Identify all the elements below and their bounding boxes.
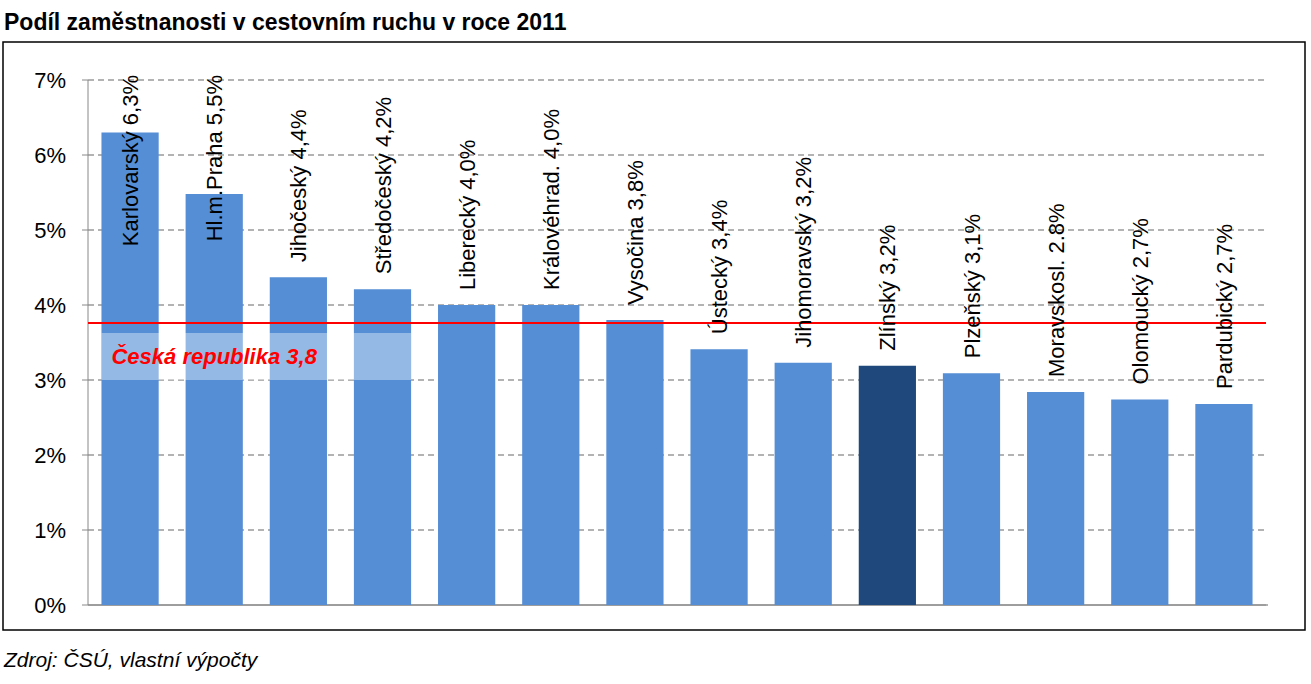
tick-label: 5%	[34, 218, 66, 243]
category-label: Ústecký	[707, 256, 732, 334]
value-label: 3,2%	[875, 225, 900, 281]
data-label: Karlovarský 6,3%	[118, 75, 143, 246]
tick-label: 7%	[34, 68, 66, 93]
tick-label: 6%	[34, 143, 66, 168]
bar	[606, 320, 663, 605]
category-label: Jihomoravský	[791, 213, 816, 347]
bars	[101, 133, 1252, 606]
grid-line	[88, 304, 1268, 305]
data-label: Středočeský 4,2%	[371, 97, 396, 274]
data-label: Královéhrad. 4,0%	[539, 109, 564, 290]
category-label: Hl.m.Praha	[202, 131, 227, 242]
category-label: Plzeňský	[960, 270, 985, 358]
title: Podíl zaměstnanosti v cestovním ruchu v …	[4, 9, 567, 35]
category-label: Jihočeský	[286, 166, 311, 263]
data-label: Jihočeský 4,4%	[286, 109, 311, 262]
grid-line	[88, 229, 1268, 230]
tick-mark	[82, 155, 88, 156]
reference-line	[88, 322, 1266, 324]
grid-line	[88, 79, 1268, 80]
value-label: 6,3%	[118, 75, 143, 131]
x-axis-line	[88, 605, 1266, 606]
tick-mark	[82, 530, 88, 531]
grid-line	[88, 529, 1268, 530]
value-label: 2.8%	[1044, 203, 1069, 259]
category-label: Karlovarský	[118, 131, 143, 246]
category-label: Pardubický	[1212, 280, 1237, 389]
bar	[1111, 400, 1168, 606]
bar	[1195, 404, 1252, 605]
value-label: 4,0%	[455, 140, 480, 196]
tick-mark	[82, 80, 88, 81]
category-label: Vysočina	[623, 216, 648, 305]
value-label: 4,2%	[371, 97, 396, 153]
category-label: Středočeský	[371, 153, 396, 274]
value-label: 2,7%	[1212, 224, 1237, 280]
value-label: 2,7%	[1128, 218, 1153, 274]
bar	[186, 194, 243, 605]
tick-mark	[82, 305, 88, 306]
value-label: 4,4%	[286, 109, 311, 165]
tick-mark	[82, 455, 88, 456]
chart: Podíl zaměstnanosti v cestovním ruchu v …	[0, 0, 1311, 684]
data-label: Liberecký 4,0%	[455, 140, 480, 290]
bar	[775, 363, 832, 605]
category-label: Zlínský	[875, 281, 900, 351]
value-label: 3,4%	[707, 200, 732, 256]
data-label: Zlínský 3,2%	[875, 225, 900, 351]
tick-mark	[82, 230, 88, 231]
data-label: Hl.m.Praha 5,5%	[202, 75, 227, 241]
category-label: Moravskosl.	[1044, 260, 1069, 377]
chart-frame	[3, 42, 1305, 630]
data-label: Vysočina 3,8%	[623, 160, 648, 305]
data-labels: Karlovarský 6,3% Hl.m.Praha 5,5% Jihočeský…	[118, 75, 1237, 389]
data-label: Ústecký 3,4%	[707, 200, 732, 335]
category-label: Olomoucký	[1128, 274, 1153, 384]
tick-label: 1%	[34, 518, 66, 543]
source: Zdroj: ČSÚ, vlastní výpočty	[3, 648, 259, 671]
tick-mark	[82, 380, 88, 381]
data-label: Plzeňský 3,1%	[960, 214, 985, 358]
value-label: 5,5%	[202, 75, 227, 131]
tick-label: 0%	[34, 593, 66, 618]
category-label: Královéhrad.	[539, 165, 564, 290]
tick-mark	[82, 605, 88, 606]
value-label: 3,1%	[960, 214, 985, 270]
bar	[522, 305, 579, 605]
data-label: Olomoucký 2,7%	[1128, 218, 1153, 384]
bar	[859, 366, 916, 605]
bar	[1027, 392, 1084, 605]
bar	[438, 305, 495, 605]
tick-label: 4%	[34, 293, 66, 318]
label-backdrop	[101, 333, 411, 380]
category-label: Liberecký	[455, 196, 480, 290]
y-axis-line	[88, 80, 89, 605]
data-label: Jihomoravský 3,2%	[791, 157, 816, 348]
grid-line	[88, 154, 1268, 155]
data-label: Moravskosl. 2.8%	[1044, 203, 1069, 377]
bar	[690, 349, 747, 605]
bar	[943, 373, 1000, 605]
reference	[88, 323, 1266, 324]
value-label: 3,2%	[791, 157, 816, 213]
tick-label: 2%	[34, 443, 66, 468]
bar	[270, 277, 327, 605]
grid: 0% 1% 2% 3% 4% 5% 6% 7%	[34, 68, 1268, 618]
grid-line	[88, 604, 1268, 605]
reference-label: Česká republika 3,8	[111, 344, 317, 369]
data-label: Pardubický 2,7%	[1212, 224, 1237, 389]
value-label: 4,0%	[539, 109, 564, 165]
value-label: 3,8%	[623, 160, 648, 216]
grid-line	[88, 454, 1268, 455]
tick-label: 3%	[34, 368, 66, 393]
